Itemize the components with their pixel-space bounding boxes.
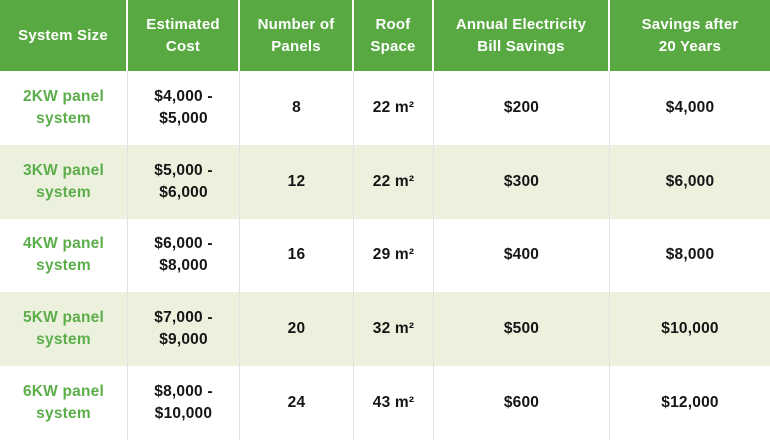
roof-space-cell: 22 m²	[354, 71, 434, 145]
estimated-cost-cell: $4,000 - $5,000	[128, 71, 240, 145]
estimated-cost-cell: $6,000 - $8,000	[128, 218, 240, 293]
savings-20-years-cell: $12,000	[661, 394, 719, 412]
savings-20-years-cell: $4,000	[665, 98, 715, 116]
annual-bill-savings-cell: $600	[434, 366, 610, 440]
number-of-panels-cell: 20	[240, 292, 354, 367]
table-body: 2KW panel system $4,000 - $5,000 8 22 m² $20…	[0, 71, 770, 440]
savings-20-years-cell: $10,000	[661, 320, 719, 338]
roof-space-cell: 29 m²	[354, 218, 434, 293]
number-of-panels-cell: 16	[240, 218, 354, 293]
table-row: 5KW panel system $7,000 - $9,000 20 32 m² $5…	[0, 292, 770, 367]
annual-bill-savings-cell: $300	[434, 144, 610, 219]
annual-bill-savings-cell: $500	[434, 292, 610, 367]
number-of-panels-cell: 12	[240, 144, 354, 219]
roof-space-cell: 43 m²	[354, 366, 434, 440]
savings-20-years-cell: $6,000	[665, 172, 715, 190]
annual-bill-savings-cell: $400	[434, 218, 610, 293]
estimated-cost-cell: $8,000 - $10,000	[128, 366, 240, 440]
system-size-cell: 3KW panel system	[0, 144, 128, 219]
estimated-cost-cell: $5,000 - $6,000	[128, 144, 240, 219]
table-row: 4KW panel system $6,000 - $8,000 16 29 m² $4…	[0, 218, 770, 293]
table-row: 2KW panel system $4,000 - $5,000 8 22 m² $20…	[0, 71, 770, 145]
header-annual-bill-savings: Annual Electricity Bill Savings	[434, 0, 610, 71]
system-size-cell: 6KW panel system	[0, 366, 128, 440]
header-estimated-cost: Estimated Cost	[128, 0, 240, 71]
estimated-cost-cell: $7,000 - $9,000	[128, 292, 240, 367]
table-row: 3KW panel system $5,000 - $6,000 12 22 m² $3…	[0, 144, 770, 219]
number-of-panels-cell: 24	[240, 366, 354, 440]
header-system-size: System Size	[0, 0, 128, 71]
system-size-cell: 5KW panel system	[0, 292, 128, 367]
number-of-panels-cell: 8	[240, 71, 354, 145]
system-size-cell: 2KW panel system	[0, 71, 128, 145]
table-header: System Size Estimated Cost Number of Pan…	[0, 0, 770, 71]
table-row: 6KW panel system $8,000 - $10,000 24 43 m² $…	[0, 366, 770, 440]
header-number-of-panels: Number of Panels	[240, 0, 354, 71]
roof-space-cell: 32 m²	[354, 292, 434, 367]
roof-space-cell: 22 m²	[354, 144, 434, 219]
annual-bill-savings-cell: $200	[434, 71, 610, 145]
header-roof-space: Roof Space	[354, 0, 434, 71]
system-size-cell: 4KW panel system	[0, 218, 128, 293]
header-savings-20-years: Savings after 20 Years	[641, 15, 739, 55]
savings-20-years-cell: $8,000	[665, 246, 715, 264]
